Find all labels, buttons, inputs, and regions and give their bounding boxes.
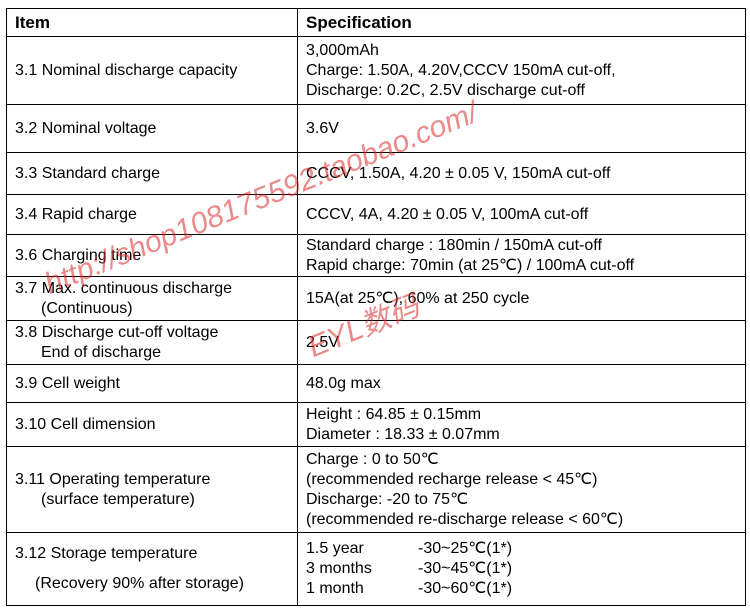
spec-line: (recommended recharge release < 45℃) bbox=[306, 470, 598, 488]
row: 3.4 Rapid charge CCCV, 4A, 4.20 ± 0.05 V,… bbox=[6, 194, 746, 235]
spec-line: CCCV, 1.50A, 4.20 ± 0.05 V, 150mA cut-of… bbox=[306, 164, 611, 182]
item-line: 3.12 Storage temperature bbox=[15, 545, 198, 562]
spec-line: 3,000mAh bbox=[306, 41, 379, 59]
spec-line: Discharge: 0.2C, 2.5V discharge cut-off bbox=[306, 81, 585, 99]
item-cell: 3.10 Cell dimension bbox=[6, 402, 298, 447]
spec-line: Height : 64.85 ± 0.15mm bbox=[306, 405, 482, 423]
item-line: 3.2 Nominal voltage bbox=[15, 119, 157, 137]
spec-part: 1 month bbox=[306, 580, 364, 597]
row: 3.1 Nominal discharge capacity 3,000mAh Ch… bbox=[6, 36, 746, 105]
item-cell: 3.7 Max. continuous discharge (Continuous… bbox=[6, 276, 298, 321]
spec-cell: 3.6V bbox=[297, 104, 746, 153]
spec-line: 48.0g max bbox=[306, 374, 381, 392]
row: 3.7 Max. continuous discharge (Continuous… bbox=[6, 276, 746, 321]
item-line: 3.8 Discharge cut-off voltage bbox=[15, 323, 219, 341]
spec-cell: Height : 64.85 ± 0.15mm Diameter : 18.33 … bbox=[297, 402, 746, 447]
header-row: Item Specification bbox=[6, 8, 746, 37]
item-line: 3.6 Charging time bbox=[15, 246, 142, 264]
spec-cell: CCCV, 1.50A, 4.20 ± 0.05 V, 150mA cut-of… bbox=[297, 152, 746, 195]
spec-cell: 2.5V bbox=[297, 320, 746, 365]
item-line: 3.11 Operating temperature bbox=[15, 470, 211, 488]
spec-line: Diameter : 18.33 ± 0.07mm bbox=[306, 425, 500, 443]
item-line: 3.10 Cell dimension bbox=[15, 415, 156, 433]
spec-line: Standard charge : 180min / 150mA cut-off bbox=[306, 236, 602, 254]
spec-line: 15A(at 25℃), 60% at 250 cycle bbox=[306, 289, 530, 307]
item-line: (surface temperature) bbox=[41, 490, 195, 508]
item-line: (Continuous) bbox=[41, 299, 133, 317]
item-cell: 3.2 Nominal voltage bbox=[6, 104, 298, 153]
row: 3.3 Standard charge CCCV, 1.50A, 4.20 ± 0… bbox=[6, 152, 746, 195]
item-line: 3.1 Nominal discharge capacity bbox=[15, 61, 238, 79]
item-cell: 3.8 Discharge cut-off voltage End of disc… bbox=[6, 320, 298, 365]
row: 3.8 Discharge cut-off voltage End of disc… bbox=[6, 320, 746, 365]
spec-line: Rapid charge: 70min (at 25℃) / 100mA cut… bbox=[306, 256, 635, 274]
item-cell: 3.4 Rapid charge bbox=[6, 194, 298, 235]
item-cell: 3.12 Storage temperature (Recovery 90% af… bbox=[6, 532, 298, 606]
spec-line: Charge: 1.50A, 4.20V,CCCV 150mA cut-off, bbox=[306, 61, 616, 79]
spec-cell: 1.5 year -30~25℃(1*) 3 months -30~45℃(1*) 1 … bbox=[297, 532, 746, 606]
spec-part: -30~45℃(1*) bbox=[418, 560, 513, 577]
spec-line: Charge : 0 to 50℃ bbox=[306, 450, 439, 468]
header-cell: Item bbox=[6, 8, 298, 37]
spec-part: 1.5 year bbox=[306, 540, 364, 557]
row: 3.10 Cell dimension Height : 64.85 ± 0.15… bbox=[6, 402, 746, 447]
item-cell: 3.6 Charging time bbox=[6, 234, 298, 277]
spec-part: -30~25℃(1*) bbox=[418, 540, 513, 557]
row: 3.2 Nominal voltage 3.6V bbox=[6, 104, 746, 153]
spec-cell: CCCV, 4A, 4.20 ± 0.05 V, 100mA cut-off bbox=[297, 194, 746, 235]
item-line: End of discharge bbox=[41, 343, 162, 361]
item-line: 3.9 Cell weight bbox=[15, 374, 120, 392]
item-line: 3.4 Rapid charge bbox=[15, 205, 137, 223]
spec-line: Discharge: -20 to 75℃ bbox=[306, 490, 469, 508]
item-cell: 3.3 Standard charge bbox=[6, 152, 298, 195]
row: 3.6 Charging time Standard charge : 180mi… bbox=[6, 234, 746, 277]
row: 3.9 Cell weight 48.0g max bbox=[6, 364, 746, 403]
header-cell: Specification bbox=[297, 8, 746, 37]
spec-line: (recommended re-discharge release < 60℃) bbox=[306, 510, 624, 528]
spec-line: 1 month -30~60℃(1*) bbox=[306, 579, 737, 599]
item-line: 3.7 Max. continuous discharge bbox=[15, 279, 233, 297]
item-line: (Recovery 90% after storage) bbox=[35, 575, 244, 592]
row: 3.12 Storage temperature (Recovery 90% af… bbox=[6, 532, 746, 606]
spec-part: 3 months bbox=[306, 560, 372, 577]
spec-line: 3 months -30~45℃(1*) bbox=[306, 559, 737, 579]
spec-part: -30~60℃(1*) bbox=[418, 580, 513, 597]
item-cell: 3.9 Cell weight bbox=[6, 364, 298, 403]
spec-cell: 15A(at 25℃), 60% at 250 cycle bbox=[297, 276, 746, 321]
item-cell: 3.11 Operating temperature (surface tempe… bbox=[6, 446, 298, 533]
spec-line: 1.5 year -30~25℃(1*) bbox=[306, 539, 737, 559]
spec-cell: 48.0g max bbox=[297, 364, 746, 403]
row: 3.11 Operating temperature (surface tempe… bbox=[6, 446, 746, 533]
spec-line: CCCV, 4A, 4.20 ± 0.05 V, 100mA cut-off bbox=[306, 205, 589, 223]
item-cell: 3.1 Nominal discharge capacity bbox=[6, 36, 298, 105]
spec-cell: Standard charge : 180min / 150mA cut-off… bbox=[297, 234, 746, 277]
spec-cell: 3,000mAh Charge: 1.50A, 4.20V,CCCV 150mA … bbox=[297, 36, 746, 105]
spec-line: 2.5V bbox=[306, 333, 339, 351]
spec-cell: Charge : 0 to 50℃ (recommended recharge r… bbox=[297, 446, 746, 533]
spec-table: Item Specification 3.1 Nominal discharge… bbox=[6, 8, 746, 606]
spec-line: 3.6V bbox=[306, 119, 339, 137]
item-line: 3.3 Standard charge bbox=[15, 164, 160, 182]
